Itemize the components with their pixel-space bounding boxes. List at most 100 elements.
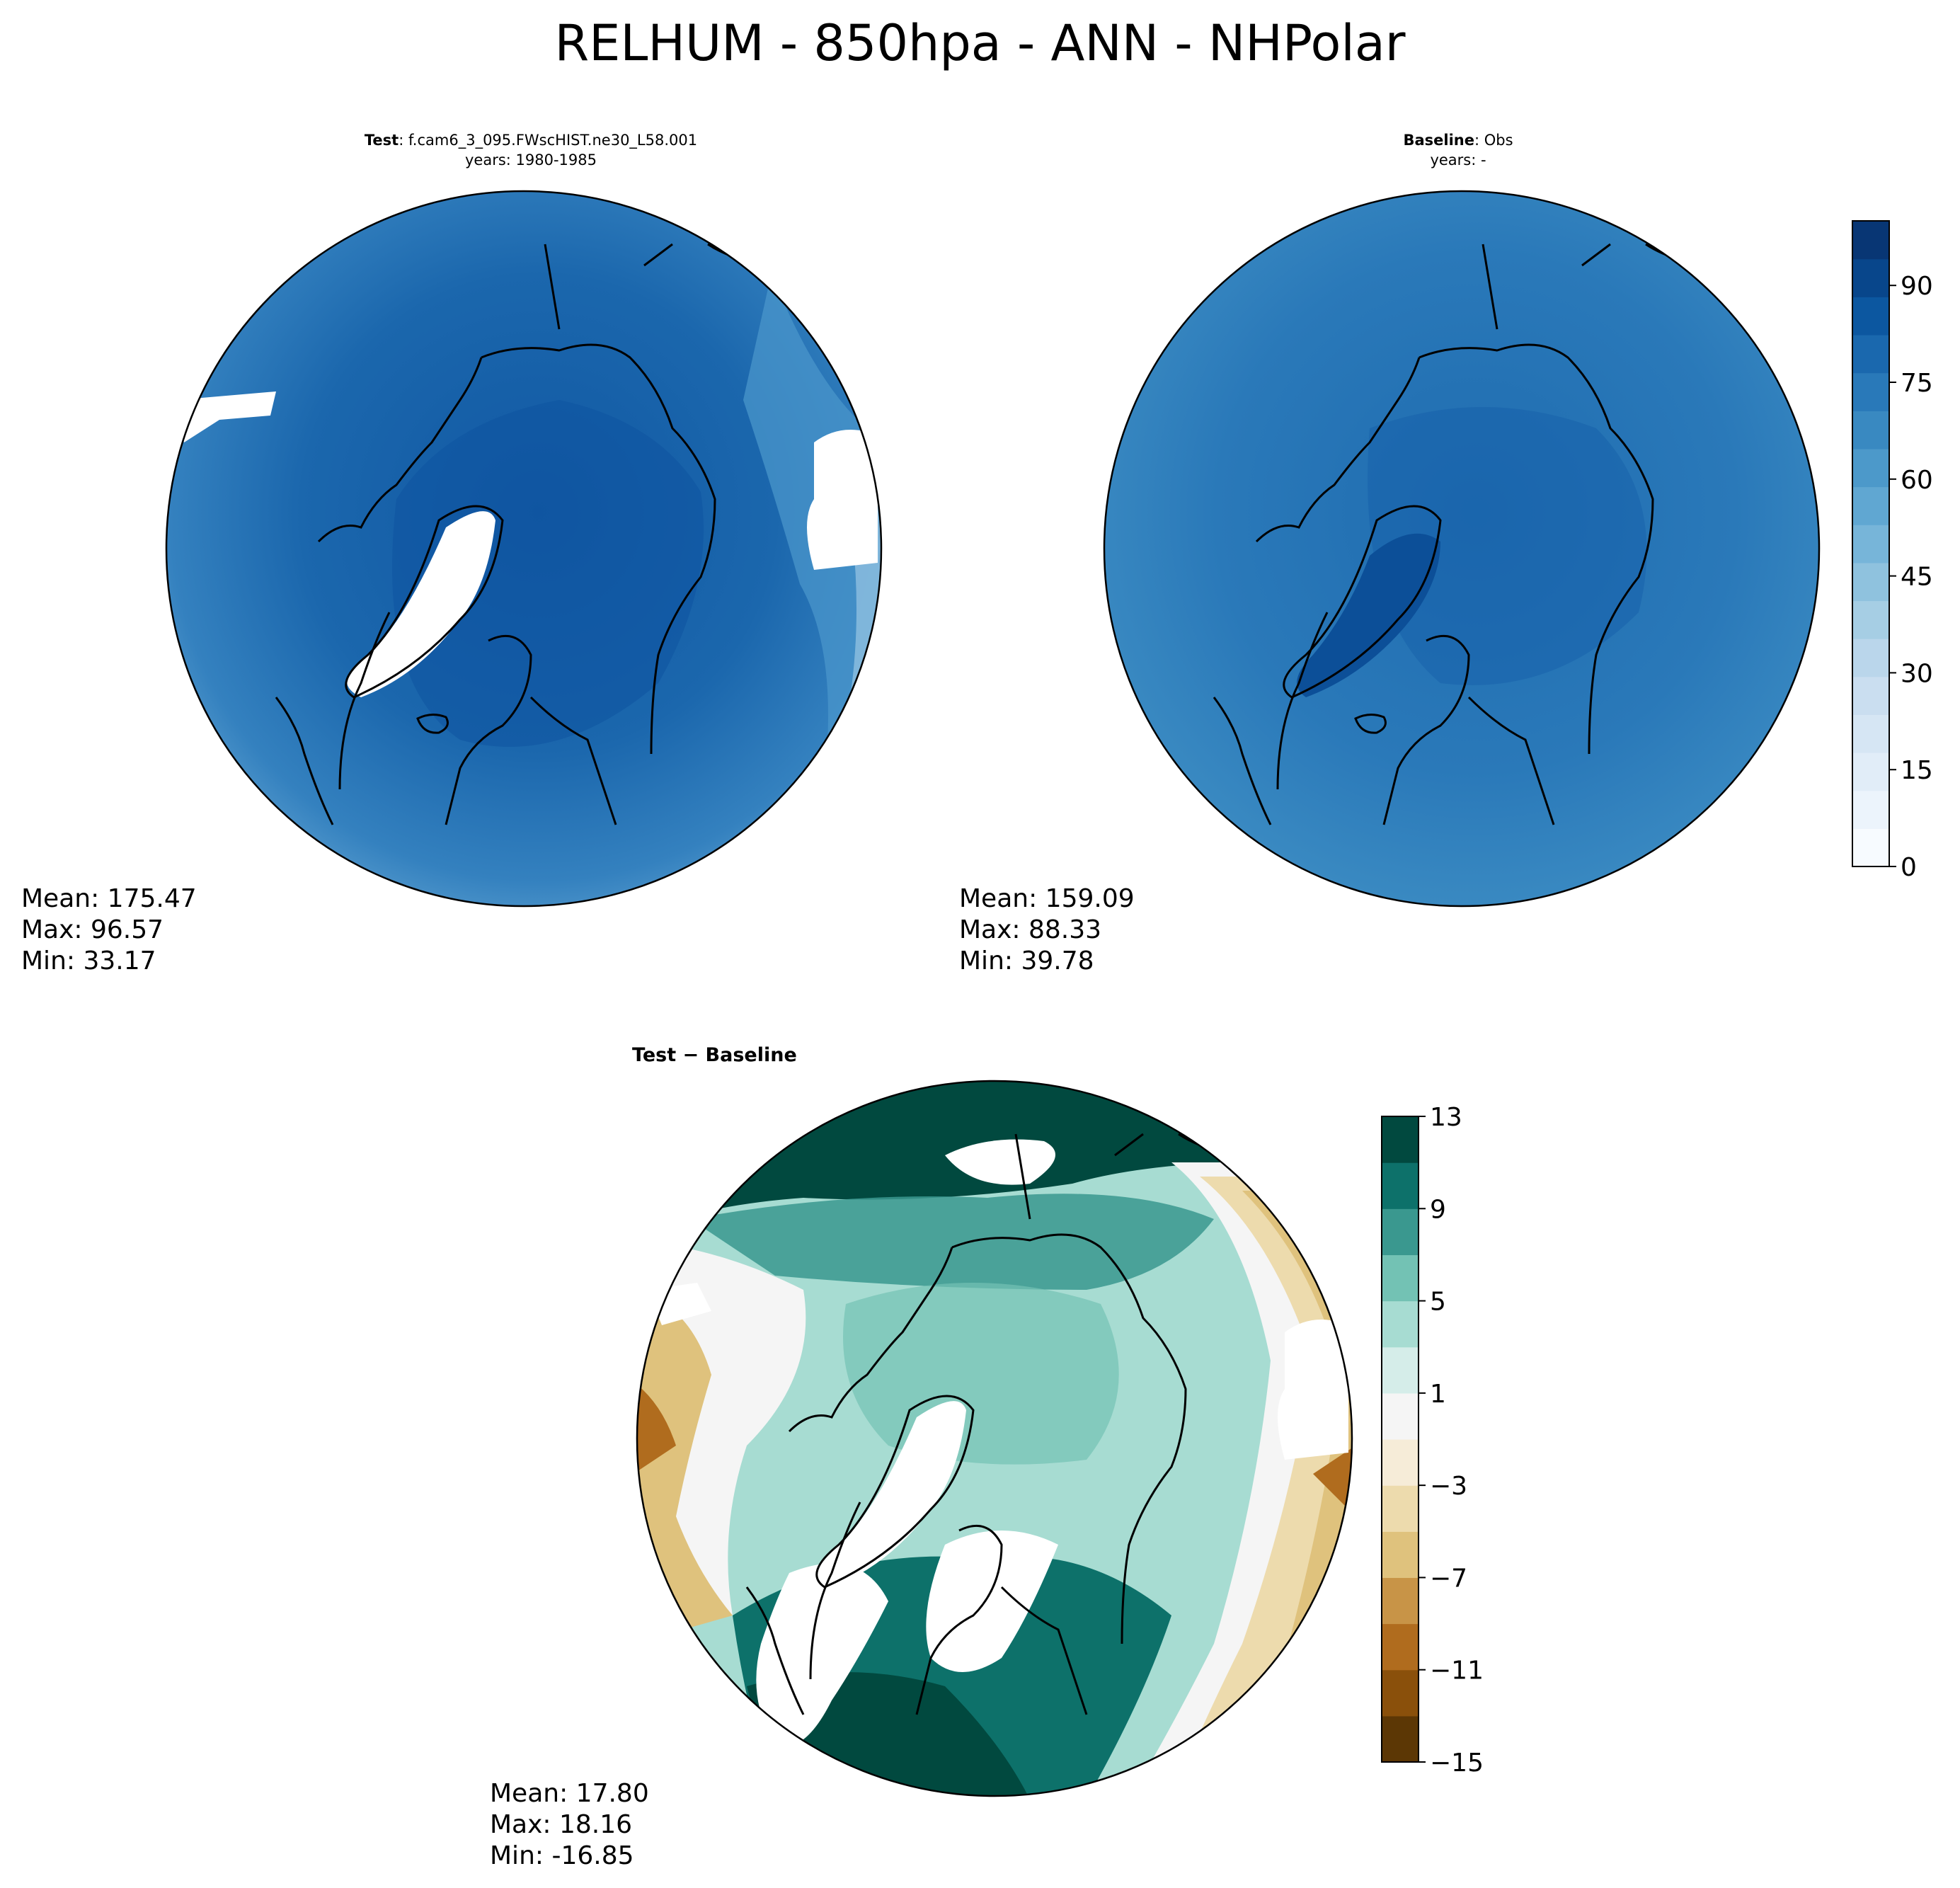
diff-colorbar-color-segment [1382,1116,1419,1163]
diff-colorbar-color-segment [1382,1300,1419,1348]
diff-colorbar-color-segment [1382,1254,1419,1302]
main-colorbar-color-segment [1852,676,1889,716]
diff-colorbar-color-segment [1382,1346,1419,1394]
baseline-title-rest: : Obs [1474,132,1513,149]
test-max: Max: 96.57 [21,915,164,944]
diff-colorbar-tick-label: −7 [1430,1564,1467,1593]
main-colorbar-color-segment [1852,372,1889,411]
baseline-stats: Mean: 159.09 Max: 88.33 Min: 39.78 [959,883,1135,977]
main-colorbar-color-segment [1852,600,1889,639]
main-colorbar-color-segment [1852,639,1889,677]
baseline-coastline-iceland [1354,714,1387,734]
diff-colorbar-color-segment [1382,1623,1419,1671]
test-title-bold: Test [364,132,399,149]
main-colorbar-tick-label: 75 [1901,369,1933,398]
test-missing-west [177,391,276,442]
diff-field-west-dark [637,1382,676,1474]
diff-missing-north [945,1139,1055,1185]
diff-field-north-band [690,1194,1214,1290]
main-colorbar-tick-label: 90 [1901,272,1933,301]
test-missing-east [807,430,878,570]
diff-colorbar-tick-label: 13 [1430,1103,1462,1132]
baseline-min: Min: 39.78 [959,946,1094,976]
baseline-coastline-siberia [1419,243,1703,755]
baseline-coastline-canada [1213,357,1421,825]
diff-stats: Mean: 17.80 Max: 18.16 Min: -16.85 [490,1778,649,1872]
main-colorbar-color-segment [1852,753,1889,791]
test-coastline-canada [275,357,483,825]
diff-colorbar-color-segment [1382,1669,1419,1717]
main-colorbar: 0 15 30 45 60 75 90 [1852,220,1933,882]
diff-colorbar-tick-label: −11 [1430,1657,1484,1686]
diff-min: Min: -16.85 [490,1841,634,1870]
main-colorbar-tick-label: 15 [1901,756,1933,785]
baseline-max: Max: 88.33 [959,915,1102,944]
baseline-field-core [1368,407,1647,685]
diff-field-center-mid [843,1283,1119,1465]
main-colorbar-tick-label: 60 [1901,466,1933,495]
baseline-years: years: - [1430,151,1486,168]
diff-missing-east [1278,1320,1348,1460]
diff-colorbar: −15 −11 −7 −3 1 5 9 13 [1381,1103,1484,1778]
diff-colorbar-tick-label: 5 [1430,1288,1446,1317]
test-panel-title: Test: f.cam6_3_095.FWscHIST.ne30_L58.001… [212,130,849,170]
diff-colorbar-tick-label: −3 [1430,1472,1467,1501]
diff-colorbar-color-segment [1382,1715,1419,1763]
diff-map-boundary [636,1080,1353,1797]
diff-coastline-europe [915,1524,1088,1715]
diff-coastline-greenland [815,1395,975,1589]
diff-field-west-brown [637,1290,733,1644]
baseline-coastline-europe [1382,634,1555,825]
baseline-title-bold: Baseline [1403,132,1474,149]
diff-colorbar-tick-label: −15 [1430,1749,1484,1778]
diff-colorbar-frame [1381,1116,1419,1763]
main-colorbar-color-segment [1852,562,1889,602]
test-map-boundary [165,190,883,908]
main-colorbar-color-segment [1852,486,1889,525]
test-stats: Mean: 175.47 Max: 96.57 Min: 33.17 [21,883,197,977]
main-colorbar-tick-label: 45 [1901,563,1933,592]
main-colorbar-color-segment [1852,411,1889,450]
diff-colorbar-color-segment [1382,1439,1419,1486]
main-colorbar-color-segment [1852,297,1889,336]
test-title-rest: : f.cam6_3_095.FWscHIST.ne30_L58.001 [399,132,698,149]
test-title-line: Test: f.cam6_3_095.FWscHIST.ne30_L58.001 [212,130,849,150]
main-colorbar-tick-label: 30 [1901,659,1933,688]
diff-colorbar-color-segment [1382,1485,1419,1532]
diff-colorbar-color-segment [1382,1162,1419,1209]
diff-missing-greenland [818,1401,966,1587]
diff-coastline-siberia [951,1133,1236,1644]
baseline-panel-title: Baseline: Obs years: - [1232,130,1685,170]
diff-colorbar-color-segment [1382,1208,1419,1256]
baseline-map [1103,190,1821,908]
baseline-mean: Mean: 159.09 [959,884,1135,913]
test-coastline-iceland [416,714,449,734]
main-colorbar-color-segment [1852,258,1889,297]
diff-field-east-brown [1242,1191,1352,1672]
diff-colorbar-color-segment [1382,1531,1419,1579]
main-colorbar-color-segment [1852,334,1889,374]
main-colorbar-color-segment [1852,448,1889,488]
diff-mean: Mean: 17.80 [490,1779,649,1808]
main-colorbar-tick-label: 0 [1901,853,1917,882]
main-colorbar-color-segment [1852,714,1889,753]
main-colorbar-color-segment [1852,221,1889,260]
baseline-greenland-high [1297,533,1440,697]
baseline-coastline-greenland [1283,505,1442,699]
main-colorbar-color-segment [1852,828,1889,867]
diff-map [636,1080,1353,1797]
diff-colorbar-tick-label: 9 [1430,1195,1446,1224]
diff-max: Max: 18.16 [490,1810,633,1839]
diff-panel-title: Test − Baseline [632,1044,797,1066]
test-missing-greenland [347,511,495,697]
test-min: Min: 33.17 [21,946,156,976]
test-map [165,190,883,908]
diff-colorbar-tick-label: 1 [1430,1380,1446,1409]
figure-title: RELHUM - 850hpa - ANN - NHPolar [554,14,1406,72]
main-colorbar-color-segment [1852,790,1889,829]
test-field-core [392,400,704,747]
test-years: years: 1980-1985 [464,151,597,168]
diff-colorbar-color-segment [1382,1577,1419,1625]
test-coastline-siberia [481,243,765,755]
test-mean: Mean: 175.47 [21,884,197,913]
